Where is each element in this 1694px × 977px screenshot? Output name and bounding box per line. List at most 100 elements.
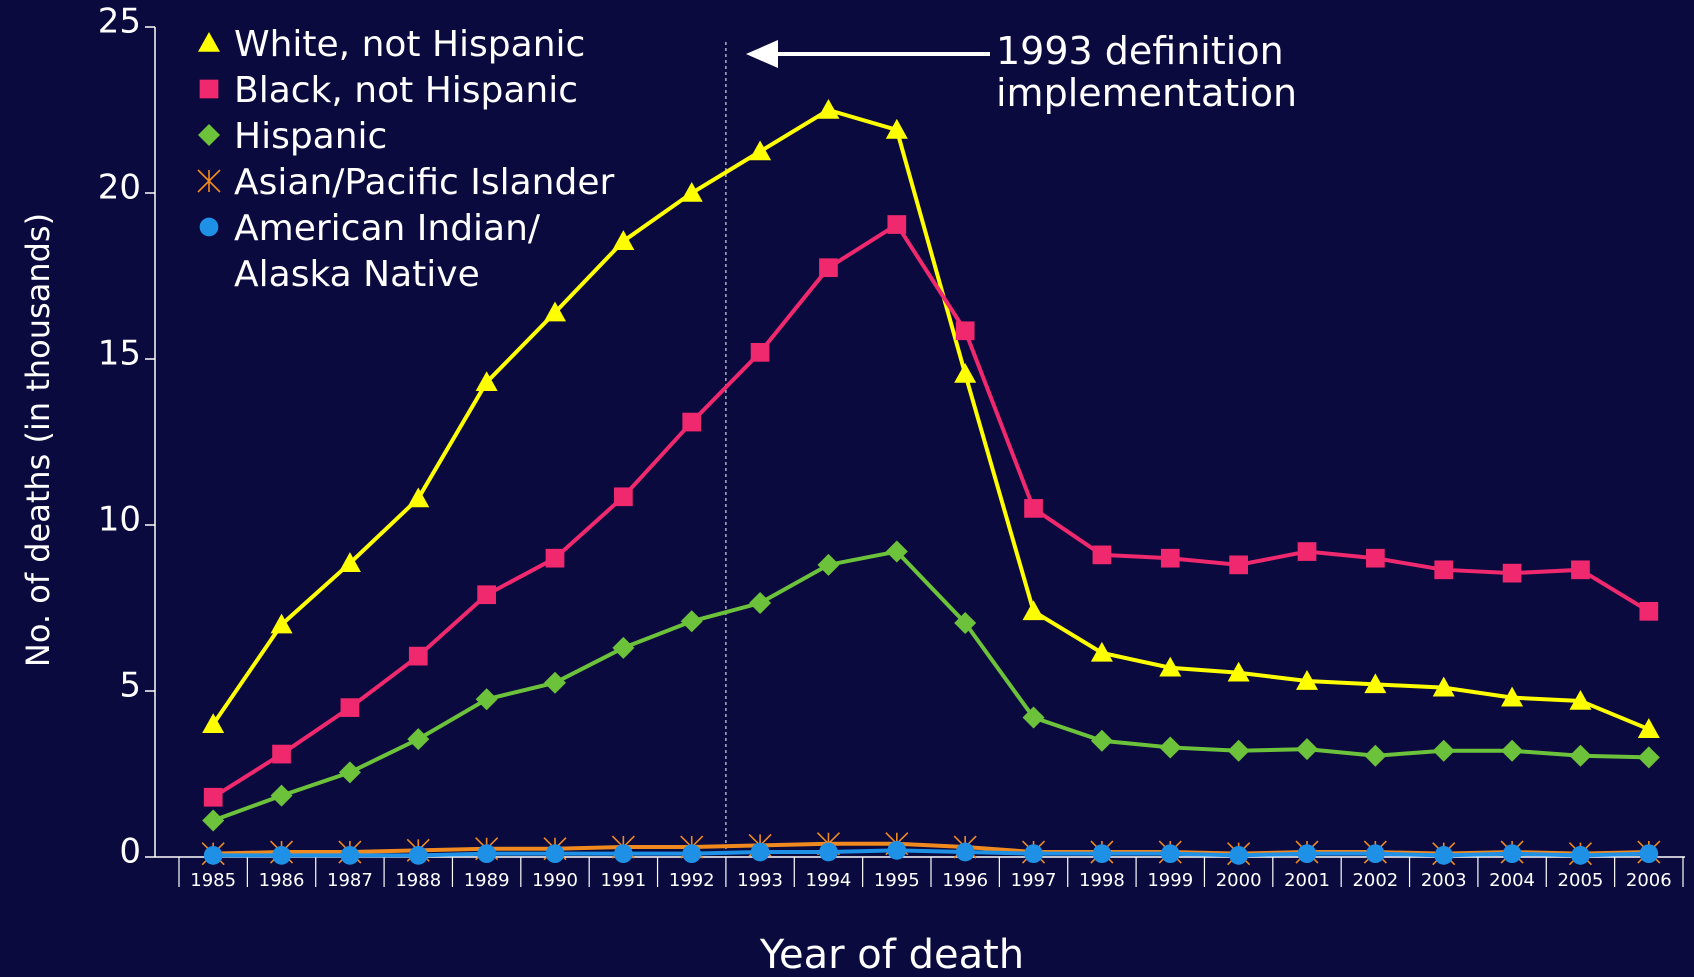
x-tick-label: 2001 — [1284, 870, 1330, 891]
marker — [612, 230, 635, 250]
y-axis-label: No. of deaths (in thousands) — [19, 213, 57, 667]
marker — [885, 540, 908, 563]
x-tick-label: 1991 — [600, 870, 646, 891]
marker — [1024, 499, 1043, 518]
legend-item: White, not Hispanic — [196, 22, 614, 68]
x-tick-label: 1995 — [874, 870, 920, 891]
marker — [1022, 600, 1045, 621]
marker — [1434, 845, 1454, 865]
x-tick-label: 1996 — [942, 870, 988, 891]
marker — [1022, 706, 1045, 729]
marker — [1501, 739, 1524, 762]
marker — [749, 140, 772, 161]
x-tick-label: 1992 — [669, 870, 715, 891]
marker — [1366, 844, 1385, 864]
marker — [750, 343, 770, 362]
x-tick-label: 2000 — [1216, 870, 1262, 891]
marker — [1364, 673, 1387, 694]
marker — [202, 713, 225, 733]
marker — [1159, 656, 1182, 677]
marker — [1160, 548, 1180, 568]
marker — [272, 845, 291, 865]
marker — [750, 842, 770, 862]
marker — [1227, 661, 1250, 682]
legend-marker — [199, 79, 219, 99]
arrow-head — [746, 40, 778, 68]
x-tick-label: 2003 — [1421, 870, 1467, 891]
x-tick-label: 1988 — [395, 870, 441, 891]
legend-item: American Indian/ Alaska Native — [196, 206, 614, 298]
y-tick-label: 0 — [119, 832, 141, 872]
x-axis-label: Year of death — [759, 932, 1024, 977]
x-tick-label: 1998 — [1079, 870, 1125, 891]
marker — [198, 32, 220, 52]
marker — [955, 321, 975, 341]
marker — [1296, 670, 1318, 690]
x-tick-label: 1989 — [464, 870, 510, 891]
legend-label: Asian/Pacific Islander — [234, 162, 615, 203]
series-line — [213, 848, 1649, 858]
marker — [408, 646, 428, 666]
marker — [477, 844, 496, 864]
marker — [202, 809, 225, 832]
marker — [1434, 560, 1454, 580]
y-tick-label: 10 — [98, 500, 141, 540]
y-tick-label: 15 — [98, 334, 141, 374]
legend-item: Asian/Pacific Islander — [196, 160, 614, 206]
marker — [545, 844, 565, 864]
marker — [1090, 729, 1113, 752]
y-tick-label: 5 — [119, 666, 141, 706]
marker — [817, 553, 840, 576]
marker — [544, 301, 566, 322]
legend-marker — [198, 124, 220, 146]
marker — [817, 99, 840, 119]
marker — [887, 215, 907, 234]
marker — [1229, 845, 1248, 865]
marker — [1024, 844, 1043, 864]
marker — [197, 169, 221, 193]
marker — [680, 182, 703, 202]
x-tick-label: 1990 — [532, 870, 578, 891]
marker — [1571, 560, 1590, 580]
x-tick-label: 1993 — [737, 870, 783, 891]
legend-marker — [198, 32, 220, 52]
marker — [1571, 845, 1590, 865]
marker — [1432, 739, 1455, 762]
legend: White, not Hispanic Black, not Hispanic Hi… — [196, 22, 614, 298]
legend-label: White, not Hispanic — [234, 24, 586, 65]
marker — [1297, 542, 1317, 561]
marker — [749, 592, 772, 615]
marker — [203, 787, 223, 807]
marker — [1092, 844, 1112, 864]
marker — [954, 362, 977, 383]
marker — [1160, 844, 1180, 864]
marker — [1502, 844, 1522, 864]
marker — [1432, 676, 1455, 697]
marker — [407, 728, 430, 751]
marker — [408, 845, 428, 865]
marker — [955, 842, 975, 862]
legend-marker — [197, 169, 221, 193]
marker — [475, 371, 498, 392]
legend-label: Hispanic — [234, 116, 388, 157]
marker — [270, 613, 293, 634]
marker — [199, 217, 219, 237]
marker — [272, 744, 291, 764]
marker — [1229, 555, 1248, 575]
marker — [682, 412, 702, 432]
marker — [954, 611, 977, 634]
marker — [1296, 738, 1318, 761]
marker — [407, 487, 430, 508]
marker — [340, 845, 360, 865]
marker — [680, 610, 703, 633]
x-tick-label: 1985 — [190, 870, 236, 891]
legend-label: Black, not Hispanic — [234, 70, 579, 111]
marker — [1569, 689, 1592, 710]
x-tick-label: 1999 — [1147, 870, 1193, 891]
marker — [885, 118, 908, 139]
marker — [1502, 563, 1522, 583]
y-tick-label: 25 — [98, 2, 141, 42]
marker — [1501, 686, 1524, 707]
marker — [1569, 744, 1592, 767]
marker — [1364, 744, 1387, 767]
